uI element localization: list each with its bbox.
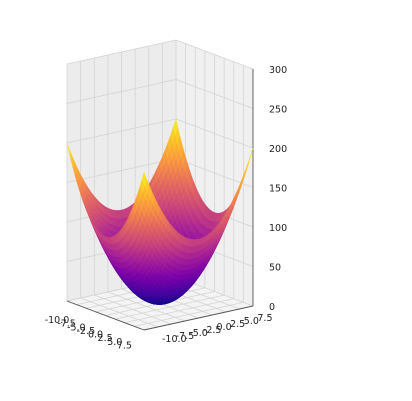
- y-tick-label: -2.5: [203, 325, 222, 336]
- grid-line-z-back: [175, 118, 254, 149]
- grid-line-z-left: [66, 118, 177, 144]
- grid-line-y-floor: [107, 291, 186, 322]
- z-tick-label: 200: [269, 144, 287, 155]
- z-tick-label: 100: [269, 223, 287, 234]
- z-tick-label: 150: [269, 184, 287, 195]
- x-axis-ticks: -10.0-7.5-5.0-2.50.02.55.07.5: [45, 315, 132, 351]
- z-tick-label: 50: [269, 263, 281, 274]
- x-tick-label: -2.5: [77, 326, 96, 337]
- x-tick-label: 2.5: [98, 333, 113, 344]
- grid-line-z-left: [66, 79, 177, 104]
- z-axis-ticks: 0 50 100 150 200 250 300: [269, 65, 287, 313]
- y-tick-label: -7.5: [176, 331, 195, 342]
- y-tick-label: 0.0: [217, 322, 232, 333]
- x-tick-label: -10.0: [45, 315, 70, 326]
- y-axis-line: [143, 305, 254, 331]
- y-tick-label: 5.0: [244, 316, 259, 327]
- x-tick-label: 7.5: [117, 340, 132, 351]
- surface-mesh: [66, 118, 254, 305]
- grid-line-y-floor: [94, 294, 172, 325]
- x-tick-label: -7.5: [57, 319, 76, 330]
- z-tick-label: 250: [269, 105, 287, 116]
- grid-line-y-floor: [80, 297, 158, 328]
- x-tick-label: -5.0: [67, 322, 86, 333]
- axes-lines: [66, 69, 254, 331]
- y-axis-ticks: -10.0-7.5-5.0-2.50.02.55.07.5: [162, 313, 273, 345]
- grid-line-z-back: [175, 158, 254, 188]
- y-tick-label: -5.0: [189, 328, 208, 339]
- x-axis-line: [66, 300, 145, 331]
- x-tick-label: 5.0: [107, 337, 122, 348]
- grid-line-z-left: [66, 158, 177, 183]
- surface-facet: [248, 147, 254, 164]
- y-tick-label: -10.0: [162, 334, 187, 345]
- y-tick-label: 2.5: [230, 319, 245, 330]
- z-tick-label: 0: [269, 302, 275, 313]
- grid-line-z-back: [175, 79, 254, 109]
- x-tick-label: 0.0: [88, 330, 103, 341]
- z-tick-label: 300: [269, 65, 287, 76]
- grid-line-z-left: [66, 39, 177, 65]
- y-tick-label: 7.5: [257, 313, 272, 324]
- grid-line-z-back: [175, 39, 254, 70]
